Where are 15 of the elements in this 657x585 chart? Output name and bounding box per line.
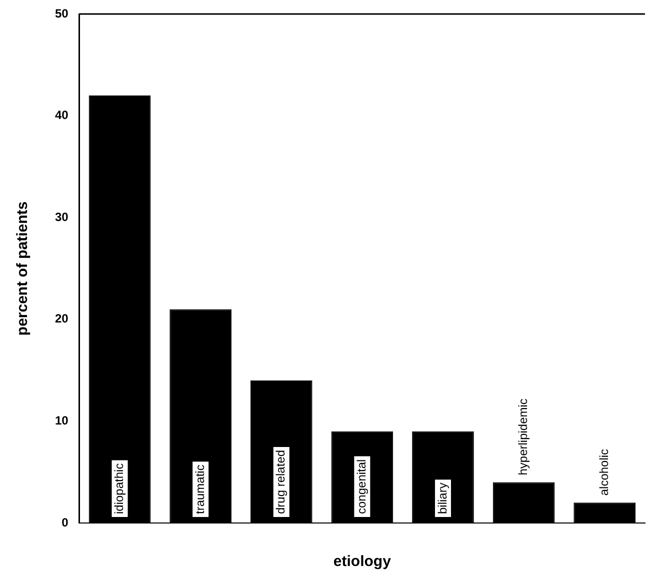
- x-axis-title: etiology: [333, 553, 392, 570]
- x-tick-label: drug related: [274, 450, 288, 514]
- y-axis-title: percent of patients: [14, 201, 32, 336]
- x-tick-label: idiopathic: [112, 463, 126, 514]
- x-tick-label: congenital: [354, 459, 368, 514]
- x-tick-label: traumatic: [192, 464, 207, 514]
- y-tick-label: 30: [54, 210, 69, 224]
- y-tick-label: 50: [54, 6, 69, 20]
- y-tick-label: 40: [54, 108, 69, 122]
- y-tick-label: 10: [54, 414, 69, 428]
- y-tick-label: 20: [54, 312, 69, 326]
- y-tick-label: 0: [62, 515, 69, 530]
- x-tick-label: hyperlipidemic: [516, 398, 530, 476]
- x-tick-label: biliary: [435, 482, 450, 514]
- x-tick-label: alcoholic: [596, 448, 611, 496]
